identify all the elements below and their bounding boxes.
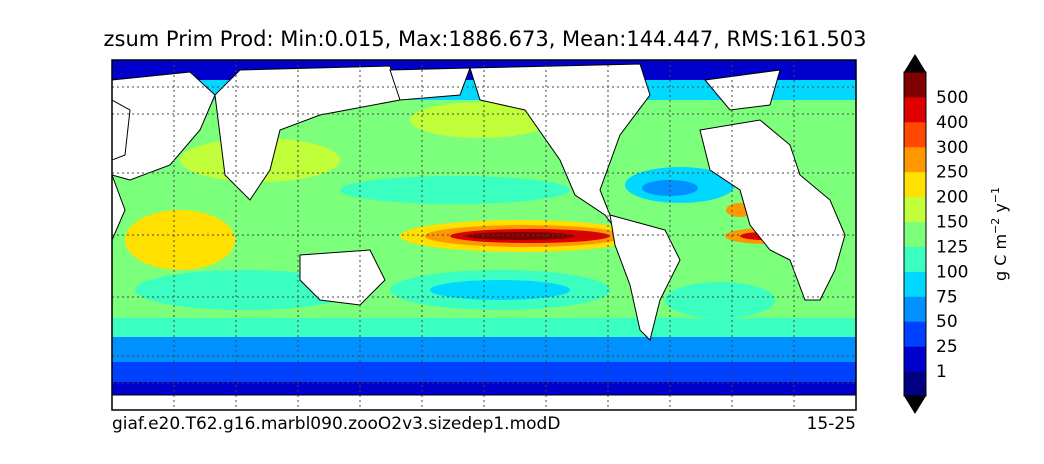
chart-title: zsum Prim Prod: Min:0.015, Max:1886.673,…: [103, 27, 867, 51]
ocean-map: [112, 60, 856, 410]
s-atlantic-gyre: [665, 282, 775, 318]
colorbar-tick-label: 50: [936, 312, 958, 332]
n-atlantic-gyre-core: [642, 180, 698, 196]
colorbar-segment: [904, 196, 926, 223]
land-siberia: [389, 67, 471, 101]
colorbar-segment: [904, 146, 926, 173]
subtropical-pacific-patch: [340, 176, 570, 204]
colorbar-tick-label: 150: [936, 213, 968, 233]
map-gridlines: [112, 60, 856, 410]
colorbar-segment: [904, 296, 926, 322]
land-greenland: [704, 69, 781, 111]
colorbar-segment: [904, 72, 926, 98]
years-label: 15-25: [806, 414, 856, 434]
colorbar-tick-label: 25: [936, 337, 958, 357]
colorbar-segment: [904, 171, 926, 198]
colorbar-tick-label: 500: [936, 88, 968, 108]
colorbar-segment: [904, 121, 926, 148]
colorbar-unit-label: g C m−2 y−1: [989, 187, 1010, 281]
colorbar-tick-label: 75: [936, 287, 958, 307]
colorbar-frame: [903, 71, 927, 397]
colorbar-extend-max: [904, 54, 926, 72]
indian-ocean-patch: [125, 210, 235, 270]
land-eurasia-west: [112, 71, 216, 181]
colorbar-segment: [904, 346, 926, 372]
land-antarctica: [112, 394, 856, 410]
colorbar-tick-label: 125: [936, 237, 968, 257]
n-pacific-patch: [410, 102, 550, 138]
colorbar-segment: [904, 221, 926, 247]
colorbar-extend-min: [904, 396, 926, 414]
colorbar-segment: [904, 271, 926, 297]
colorbar-segment: [904, 96, 926, 123]
land-arabia: [112, 99, 131, 161]
colorbar-segment: [904, 321, 926, 347]
colorbar-tick-label: 200: [936, 188, 968, 208]
map-frame: [111, 59, 857, 411]
colorbar-tick-label: 300: [936, 138, 968, 158]
colorbar-tick-label: 1: [936, 362, 947, 382]
ocean-band-75: [112, 335, 856, 362]
colorbar-segment: [904, 246, 926, 272]
land-africa-europe: [699, 119, 846, 301]
eq-upwelling-max: [465, 232, 575, 240]
colorbar-segment: [904, 371, 926, 397]
colorbar-tick-label: 250: [936, 163, 968, 183]
s-pacific-gyre-core: [430, 280, 570, 300]
colorbar-tick-label: 400: [936, 113, 968, 133]
colorbar-tick-label: 100: [936, 262, 968, 282]
case-name-label: giaf.e20.T62.g16.marbl090.zooO2v3.sizede…: [112, 414, 561, 434]
land-africa-east-edge: [112, 174, 126, 241]
